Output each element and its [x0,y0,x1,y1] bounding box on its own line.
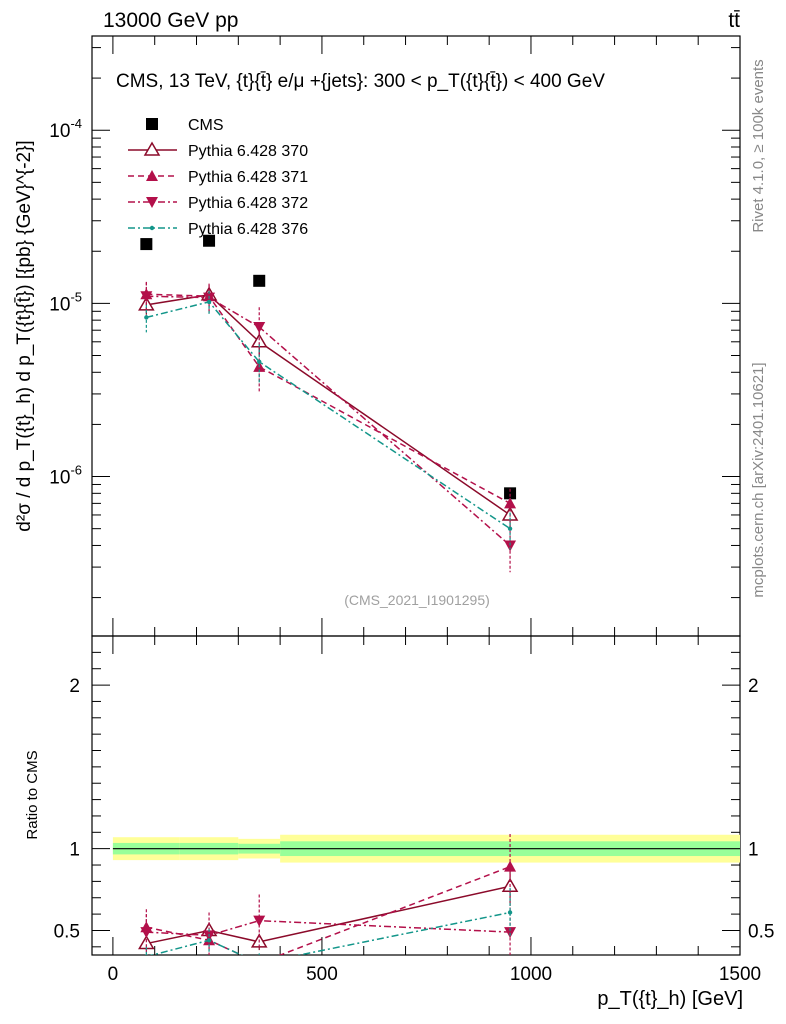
main-y-tick-label: 10-6 [49,463,82,489]
rivet-side-label: Rivet 4.1.0, ≥ 100k events [750,59,767,232]
point-py376 [257,359,262,364]
point-py372 [253,322,266,334]
series-cms [140,234,517,500]
legend-marker-py370 [143,141,161,156]
series-line-py370 [146,294,511,516]
ratio-point-py371 [253,957,265,968]
ratio-y-tick-label-right: 1 [748,840,759,861]
point-py376 [144,315,149,320]
ratio-line-py376 [149,911,511,955]
series-line-py371 [146,293,511,505]
x-axis-label: p_T({t}_h) [GeV] [597,988,743,1010]
ratio-plot-frame [91,635,741,956]
series-line-py372 [146,295,511,547]
ratio-point-py376 [257,961,261,965]
main-y-axis-ticks: 10-6 10-5 10-4 [49,47,740,599]
legend: CMS Pythia 6.428 370 Pythia 6.428 371 Pythi… [128,117,308,238]
legend-label-cms: CMS [188,117,224,134]
ratio-series-py376 [144,887,513,965]
point-py376 [206,299,212,305]
mcplots-side-label: mcplots.cern.ch [arXiv:2401.10621] [750,362,767,597]
legend-marker-py371 [146,170,158,181]
energy-label: 13000 GeV pp [103,9,238,32]
ratio-y-tick-label: 1 [69,840,80,861]
point-cms [203,234,216,247]
x-tick-label: 1500 [719,964,761,985]
ratio-y-axis-ticks: 0.5 0.5 1 1 2 2 [54,651,774,948]
series-py372 [140,282,517,573]
main-y-axis-label: d²σ / d p_T({t}_h) d p_T({t}{t̄}) [{pb} … [14,140,35,531]
point-py372 [504,540,517,552]
x-tick-label: 0 [108,964,119,985]
legend-marker-py372 [146,197,158,208]
legend-item-py372: Pythia 6.428 372 [128,195,308,212]
main-y-tick-label: 10-4 [49,116,82,142]
x-tick-label: 1000 [510,964,552,985]
legend-marker-py376 [149,225,155,231]
point-py376 [507,526,513,531]
ratio-line-py370 [146,885,511,945]
plot-title: CMS, 13 TeV, {t}{t̄} e/μ +{jets}: 300 < … [116,71,605,92]
ratio-y-tick-label: 2 [69,676,80,697]
legend-item-cms: CMS [146,117,224,134]
legend-item-py376: Pythia 6.428 376 [128,221,308,238]
ratio-point-py372 [253,915,266,927]
ratio-y-tick-label-right: 2 [748,676,759,697]
ratio-y-tick-label-right: 0.5 [748,921,774,942]
point-cms [140,238,153,251]
legend-item-py370: Pythia 6.428 370 [128,141,308,160]
main-series-group [138,234,519,573]
ratio-point-py376 [507,910,513,915]
point-py372 [140,291,153,303]
ratio-point-py372 [504,927,517,939]
ratio-point-py376 [144,954,148,955]
process-label: tt̄ [728,9,740,32]
series-py371 [140,281,517,522]
legend-marker-cms [146,118,158,130]
ratio-series-py372 [140,894,517,955]
legend-label-py371: Pythia 6.428 371 [188,169,308,186]
legend-label-py370: Pythia 6.428 370 [188,143,308,160]
legend-item-py371: Pythia 6.428 371 [128,169,308,186]
main-y-tick-label: 10-5 [49,289,82,315]
ratio-point-py376 [206,938,212,943]
legend-label-py372: Pythia 6.428 372 [188,195,308,212]
ratio-point-py372 [140,927,153,939]
ratio-y-tick-label: 0.5 [54,921,80,942]
series-line-py376 [146,301,511,530]
point-cms [504,487,517,500]
series-py376 [144,290,513,550]
point-py371 [504,497,517,509]
x-tick-label: 500 [306,964,338,985]
ratio-line-py372 [146,919,511,937]
analysis-id: (CMS_2021_I1901295) [344,592,490,608]
x-axis-ticks: 0 500 1000 1500 [108,36,761,985]
ratio-series-group [138,833,519,968]
legend-label-py376: Pythia 6.428 376 [188,221,308,238]
ratio-point-py371 [504,860,517,872]
point-cms [253,274,266,287]
ratio-y-axis-label: Ratio to CMS [24,750,41,839]
